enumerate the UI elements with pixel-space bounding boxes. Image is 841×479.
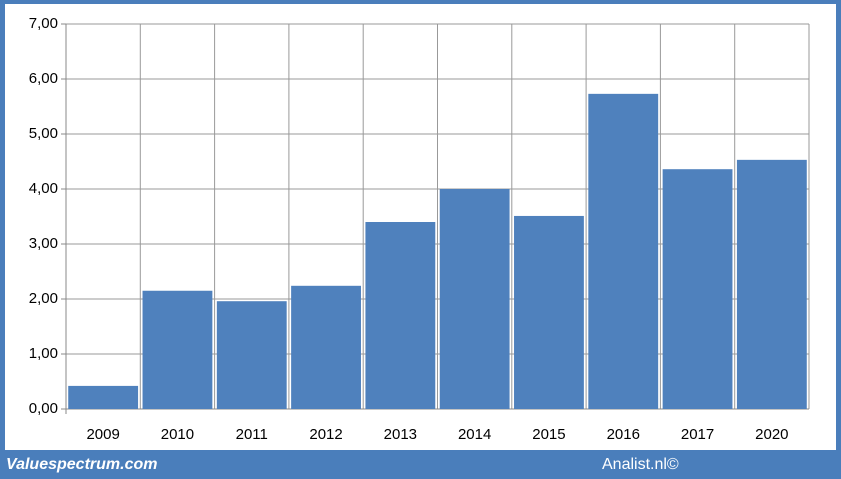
y-tick-label: 0,00 <box>29 400 58 417</box>
x-tick-label: 2017 <box>681 426 714 443</box>
x-tick-label: 2012 <box>309 426 342 443</box>
x-tick-label: 2011 <box>236 426 268 443</box>
x-tick-label: 2009 <box>86 426 119 443</box>
y-tick-label: 7,00 <box>29 15 58 32</box>
bar <box>736 159 807 409</box>
y-tick-label: 3,00 <box>29 235 58 252</box>
x-tick-label: 2015 <box>532 426 565 443</box>
x-tick-label: 2013 <box>384 426 417 443</box>
footer-left: Valuespectrum.com <box>6 456 157 473</box>
y-tick-label: 5,00 <box>29 125 58 142</box>
x-tick-label: 2020 <box>755 426 788 443</box>
bar <box>216 301 287 409</box>
bar <box>662 169 733 409</box>
y-tick-label: 2,00 <box>29 290 58 307</box>
bar <box>365 222 436 409</box>
bar <box>68 385 139 409</box>
y-tick-label: 6,00 <box>29 70 58 87</box>
bar <box>142 290 213 409</box>
bar <box>514 215 584 409</box>
x-tick-label: 2016 <box>607 426 640 443</box>
bar <box>439 189 510 409</box>
y-tick-label: 4,00 <box>29 180 58 197</box>
y-tick-label: 1,00 <box>29 345 58 362</box>
footer-right: Analist.nl© <box>602 456 679 473</box>
x-tick-label: 2010 <box>161 426 194 443</box>
bar <box>291 285 361 409</box>
x-tick-label: 2014 <box>458 426 491 443</box>
bar <box>588 93 659 409</box>
